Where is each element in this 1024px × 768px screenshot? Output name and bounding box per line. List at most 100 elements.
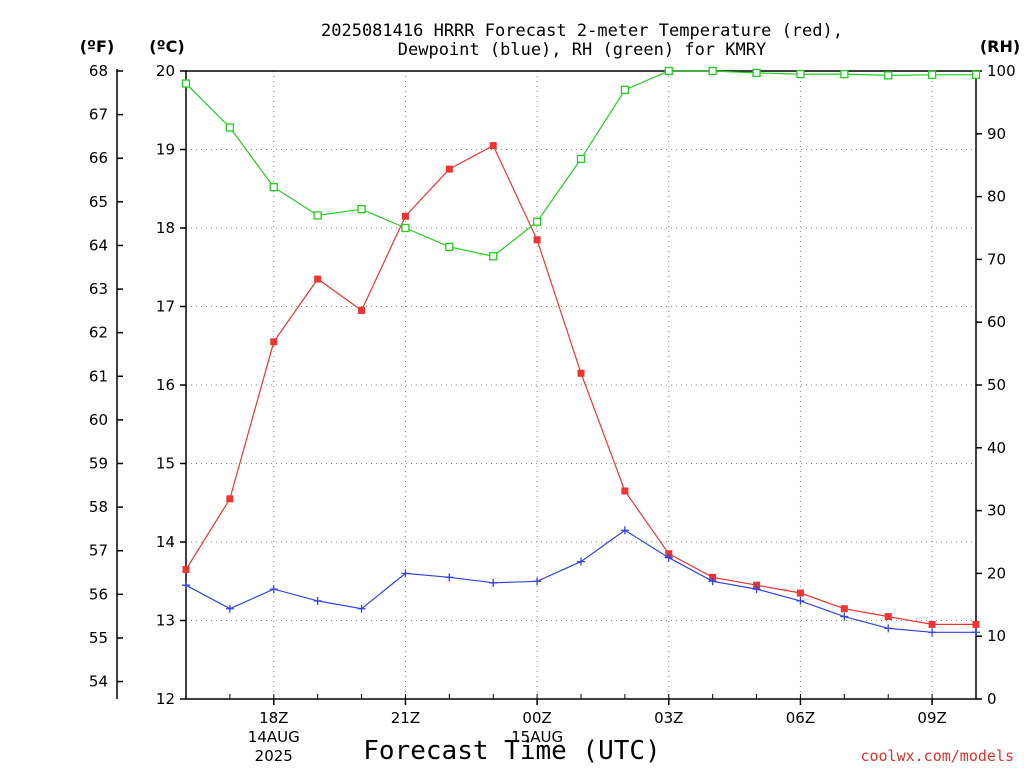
temperature-point <box>182 565 190 573</box>
dewpoint-point <box>884 624 893 633</box>
rh-tick-label: 20 <box>987 564 1006 582</box>
rh-tick-label: 10 <box>987 627 1006 645</box>
rh-point <box>664 66 673 76</box>
celsius-tick-label: 12 <box>156 690 175 708</box>
rh-tick-label: 40 <box>987 439 1006 457</box>
fahrenheit-tick-label: 60 <box>89 411 108 429</box>
rh-tick-label: 60 <box>987 313 1006 331</box>
rh-tick-label: 100 <box>987 62 1016 80</box>
celsius-tick-label: 19 <box>156 141 175 159</box>
fahrenheit-tick-label: 65 <box>89 193 108 211</box>
rh-point <box>708 66 717 76</box>
rh-tick-label: 30 <box>987 502 1006 520</box>
rh-point <box>927 70 937 79</box>
temperature-point <box>621 487 629 495</box>
temperature-point <box>358 306 366 314</box>
rh-unit-label: (RH) <box>980 37 1020 56</box>
temperature-point <box>270 338 278 346</box>
fahrenheit-tick-label: 56 <box>89 585 108 603</box>
temperature-point <box>796 589 804 597</box>
temperature-point <box>489 142 497 150</box>
rh-point <box>313 211 322 220</box>
x-axis-label: Forecast Time (UTC) <box>363 736 660 766</box>
axes: 54 55 56 57 58 59 60 61 62 63 64 65 66 67 68 12 13 14 15 16… <box>89 62 1016 765</box>
temperature-point <box>226 495 234 503</box>
x-tick-year-label: 2025 <box>255 747 293 765</box>
dewpoint-point <box>445 573 454 582</box>
dewpoint-point <box>972 628 980 637</box>
rh-series <box>181 66 981 261</box>
dewpoint-point <box>269 585 278 594</box>
dewpoint-point <box>182 581 190 590</box>
fahrenheit-tick-label: 55 <box>89 629 108 647</box>
celsius-tick-label: 14 <box>156 533 175 551</box>
gridlines <box>186 71 976 699</box>
fahrenheit-tick-label: 58 <box>89 498 108 516</box>
x-tick-label: 09Z <box>917 709 946 727</box>
temperature-point <box>445 165 453 173</box>
celsius-tick-label: 18 <box>156 219 175 237</box>
rh-point <box>181 79 191 88</box>
dewpoint-point <box>489 578 498 587</box>
x-tick-label: 06Z <box>786 709 815 727</box>
dewpoint-series <box>182 526 980 637</box>
celsius-tick-label: 20 <box>156 62 175 80</box>
fahrenheit-tick-label: 61 <box>89 367 108 385</box>
fahrenheit-tick-label: 59 <box>89 455 108 473</box>
dewpoint-point <box>357 604 366 613</box>
dewpoint-point <box>928 628 937 637</box>
fahrenheit-tick-label: 64 <box>89 236 108 254</box>
chart-title-line1: 2025081416 HRRR Forecast 2-meter Tempera… <box>321 21 843 41</box>
rh-point <box>357 205 366 214</box>
x-tick-label: 00Z <box>522 709 551 727</box>
rh-tick-label: 70 <box>987 250 1006 268</box>
dewpoint-point <box>664 553 673 562</box>
fahrenheit-tick-label: 57 <box>89 542 108 560</box>
temperature-point <box>928 620 936 628</box>
fahrenheit-tick-label: 68 <box>89 62 108 80</box>
rh-point <box>532 217 542 226</box>
rh-point <box>752 68 761 78</box>
dewpoint-point <box>752 585 761 594</box>
rh-point <box>445 242 454 251</box>
rh-line <box>185 70 976 257</box>
rh-point <box>401 223 410 233</box>
rh-point <box>971 70 981 79</box>
fahrenheit-tick-label: 66 <box>89 149 108 167</box>
rh-point <box>840 69 849 79</box>
temperature-point <box>314 275 322 283</box>
celsius-tick-label: 17 <box>156 298 175 316</box>
credit-label: coolwx.com/models <box>860 747 1014 765</box>
dewpoint-point <box>620 526 629 535</box>
rh-tick-label: 90 <box>987 125 1006 143</box>
x-tick-label: 21Z <box>391 709 420 727</box>
rh-tick-label: 80 <box>987 188 1006 206</box>
dewpoint-line <box>185 529 976 633</box>
rh-point <box>489 252 498 261</box>
temperature-point <box>884 613 892 621</box>
rh-point <box>796 69 805 79</box>
fahrenheit-tick-label: 54 <box>89 673 108 691</box>
x-tick-date-label: 15AUG <box>511 728 563 746</box>
celsius-unit-label: (ºC) <box>149 37 184 56</box>
celsius-tick-label: 15 <box>156 455 175 473</box>
temperature-point <box>401 212 409 220</box>
fahrenheit-unit-label: (ºF) <box>80 37 115 56</box>
dewpoint-point <box>577 557 585 566</box>
celsius-tick-label: 13 <box>156 612 175 630</box>
rh-point <box>884 71 893 80</box>
rh-point <box>620 85 630 94</box>
fahrenheit-tick-label: 62 <box>89 324 108 342</box>
dewpoint-point <box>708 577 717 586</box>
rh-point <box>576 154 586 164</box>
rh-tick-label: 50 <box>987 376 1006 394</box>
temperature-point <box>972 620 980 628</box>
chart-title-line2: Dewpoint (blue), RH (green) for KMRY <box>398 40 766 60</box>
rh-point <box>225 123 235 132</box>
rh-tick-label: 0 <box>987 690 997 708</box>
dewpoint-point <box>796 596 805 605</box>
dewpoint-point <box>225 604 234 613</box>
fahrenheit-tick-label: 67 <box>89 106 108 124</box>
dewpoint-point <box>313 596 322 605</box>
